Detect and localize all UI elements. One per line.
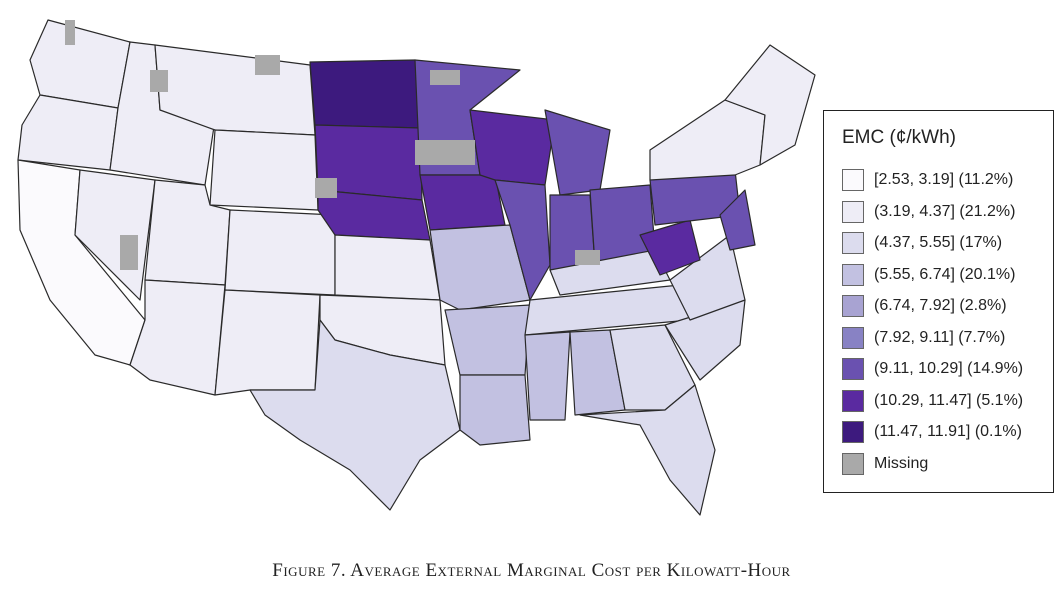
region-wyoming — [209, 129, 319, 211]
missing-patch — [65, 20, 75, 45]
legend-item: (5.55, 6.74] (20.1%) — [842, 261, 1015, 289]
missing-patch — [255, 55, 280, 75]
legend-label: (6.74, 7.92] (2.8%) — [874, 297, 1007, 314]
region-texas — [249, 319, 461, 511]
legend-label: (9.11, 10.29] (14.9%) — [874, 360, 1024, 377]
region-louisiana — [459, 374, 531, 446]
missing-patch — [430, 70, 460, 85]
legend-swatch — [842, 452, 864, 475]
legend-item: (3.19, 4.37] (21.2%) — [842, 198, 1015, 226]
legend-swatch — [842, 263, 864, 286]
region-colorado — [224, 209, 336, 296]
region-arkansas — [444, 304, 531, 376]
legend-label: (5.55, 6.74] (20.1%) — [874, 265, 1016, 283]
region-wisconsin — [469, 109, 556, 186]
region-kansas — [334, 234, 441, 301]
missing-patch — [575, 250, 600, 265]
legend-swatch — [842, 169, 864, 191]
region-oregon — [17, 94, 119, 171]
region-north-dakota — [309, 59, 421, 129]
legend-item: Missing — [842, 450, 928, 478]
legend-item: (11.47, 11.91] (0.1%) — [842, 418, 1022, 446]
region-new-england — [724, 44, 816, 166]
us-map — [17, 19, 816, 516]
region-new-york — [649, 99, 766, 181]
legend-item: (7.92, 9.11] (7.7%) — [842, 324, 1005, 352]
region-washington — [29, 19, 131, 109]
region-mississippi — [524, 331, 571, 421]
region-iowa — [419, 174, 506, 231]
legend-label: Missing — [874, 454, 929, 472]
legend-label: [2.53, 3.19] (11.2%) — [874, 171, 1014, 188]
figure-caption: Figure 7. Average External Marginal Cost… — [272, 560, 791, 581]
legend-label: (3.19, 4.37] (21.2%) — [874, 202, 1016, 220]
region-west-virginia — [639, 219, 701, 276]
legend-swatch — [842, 232, 864, 254]
missing-patch — [315, 178, 337, 198]
region-arizona — [129, 279, 226, 396]
legend-label: (11.47, 11.91] (0.1%) — [874, 423, 1022, 440]
legend-swatch — [842, 295, 864, 317]
legend-swatch — [842, 358, 864, 380]
legend-label: (7.92, 9.11] (7.7%) — [874, 328, 1006, 346]
missing-patch — [150, 70, 168, 92]
legend-label: (4.37, 5.55] (17%) — [874, 234, 1003, 251]
legend-title: EMC (¢/kWh) — [842, 127, 956, 148]
missing-patch — [415, 140, 475, 165]
missing-patch — [120, 235, 138, 270]
region-new-mexico — [214, 289, 321, 396]
legend-item: (10.29, 11.47] (5.1%) — [842, 387, 1023, 415]
legend-box: EMC (¢/kWh) [2.53, 3.19] (11.2%) (3.19, 4… — [823, 110, 1054, 493]
region-new-jersey-maryland — [719, 189, 756, 251]
legend-swatch — [842, 200, 864, 223]
region-virginia — [669, 234, 746, 321]
legend-item: (6.74, 7.92] (2.8%) — [842, 292, 1007, 320]
legend-swatch — [842, 421, 864, 443]
legend-item: [2.53, 3.19] (11.2%) — [842, 166, 1013, 194]
legend-swatch — [842, 326, 864, 349]
legend-item: (4.37, 5.55] (17%) — [842, 229, 1002, 257]
legend-swatch — [842, 389, 864, 412]
legend-item: (9.11, 10.29] (14.9%) — [842, 355, 1023, 383]
region-illinois — [494, 179, 551, 301]
legend-label: (10.29, 11.47] (5.1%) — [874, 391, 1024, 409]
region-michigan — [544, 109, 611, 196]
region-missouri — [429, 224, 531, 311]
region-florida — [579, 384, 716, 516]
